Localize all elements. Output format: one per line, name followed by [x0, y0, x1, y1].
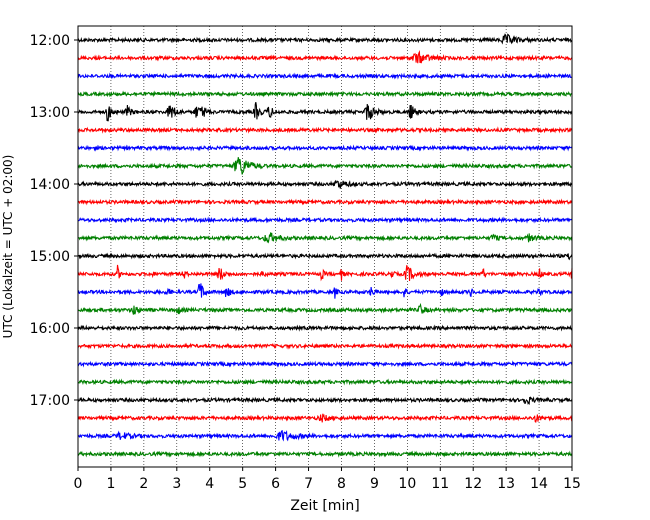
trace-1500: [77, 252, 573, 261]
y-tick-label: 13:00: [30, 105, 70, 121]
trace-1745: [77, 450, 573, 458]
trace-1315: [77, 126, 573, 134]
y-tick-label: 14:00: [30, 177, 70, 193]
plot-frame: [77, 25, 573, 468]
x-tick-label: 15: [563, 476, 581, 492]
trace-1330: [77, 144, 573, 152]
trace-1730: [77, 429, 573, 442]
trace-1230: [77, 72, 573, 80]
trace-1300: [77, 102, 573, 122]
trace-1430: [77, 216, 573, 224]
x-tick-label: 2: [139, 476, 148, 492]
trace-1345: [77, 157, 573, 175]
trace-1715: [77, 413, 573, 423]
y-axis-label: UTC (Lokalzeit = UTC + 02:00): [1, 155, 15, 339]
trace-1200: [77, 33, 573, 45]
x-tick-label: 3: [172, 476, 181, 492]
y-tick-label: 16:00: [30, 321, 70, 337]
trace-1700: [77, 396, 573, 406]
trace-1215: [77, 49, 573, 64]
x-tick-label: 13: [497, 476, 515, 492]
trace-1545: [77, 302, 573, 315]
x-tick-label: 7: [304, 476, 313, 492]
trace-1530: [77, 283, 573, 299]
trace-1400: [77, 179, 573, 189]
y-tick-label: 12:00: [30, 33, 70, 49]
trace-1245: [77, 90, 573, 98]
x-tick-label: 1: [106, 476, 115, 492]
y-tick-label: 15:00: [30, 249, 70, 265]
trace-1600: [77, 324, 573, 332]
trace-1445: [77, 232, 573, 244]
x-tick-label: 6: [271, 476, 280, 492]
x-axis-label: Zeit [min]: [290, 498, 359, 514]
x-tick-label: 8: [337, 476, 346, 492]
seismic-traces: [77, 33, 573, 458]
x-tick-label: 9: [370, 476, 379, 492]
x-tick-label: 14: [530, 476, 548, 492]
trace-1630: [77, 360, 573, 368]
y-tick-label: 17:00: [30, 393, 70, 409]
trace-1415: [77, 198, 573, 206]
trace-1515: [77, 264, 573, 282]
x-tick-label: 11: [431, 476, 449, 492]
x-tick-label: 0: [74, 476, 83, 492]
x-tick-label: 4: [205, 476, 214, 492]
trace-1645: [77, 378, 573, 386]
x-tick-label: 5: [238, 476, 247, 492]
x-tick-label: 12: [464, 476, 482, 492]
x-tick-label: 10: [398, 476, 416, 492]
trace-1615: [77, 342, 573, 350]
axis-ticks: 0 1 2 3 4 5 6 7 8 9 10 11 12 13 14 1512:0013:0014:0015:…: [30, 33, 581, 492]
